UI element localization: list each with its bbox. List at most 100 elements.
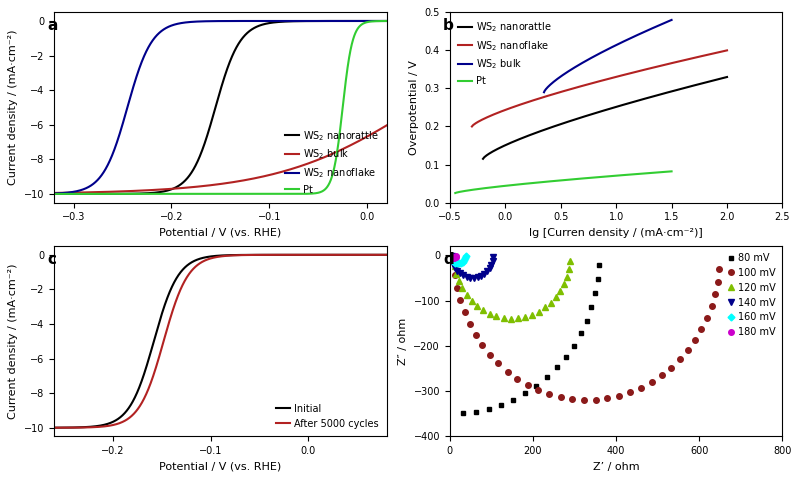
WS$_2$ nanorattle xyxy=(382,18,391,24)
WS$_2$ nanoflake xyxy=(722,48,732,53)
100 mV xyxy=(470,332,480,337)
100 mV xyxy=(602,396,612,401)
Initial xyxy=(382,252,391,258)
Pt xyxy=(648,170,658,176)
WS$_2$ nanorattle xyxy=(372,18,382,24)
100 mV xyxy=(450,272,460,278)
180 mV xyxy=(447,255,457,261)
Line: 140 mV: 140 mV xyxy=(449,253,496,281)
80 mV xyxy=(532,383,542,389)
Line: WS$_2$ nanoflake: WS$_2$ nanoflake xyxy=(472,50,727,126)
WS$_2$ bulk xyxy=(547,81,557,86)
Pt xyxy=(372,18,382,24)
120 mV xyxy=(454,278,464,284)
WS$_2$ nanoflake xyxy=(710,50,719,56)
Pt xyxy=(311,190,321,196)
120 mV xyxy=(449,255,458,261)
WS$_2$ nanorattle xyxy=(523,133,533,139)
100 mV xyxy=(713,278,722,284)
WS$_2$ nanorattle xyxy=(478,156,488,162)
Text: d: d xyxy=(443,252,454,267)
140 mV xyxy=(469,275,478,281)
After 5000 cycles xyxy=(382,252,391,258)
WS$_2$ nanorattle xyxy=(702,79,711,85)
180 mV xyxy=(446,254,456,260)
Initial xyxy=(311,252,321,258)
100 mV xyxy=(614,393,624,399)
Line: WS$_2$ nanorattle: WS$_2$ nanorattle xyxy=(483,77,727,159)
120 mV xyxy=(462,292,471,298)
Line: 180 mV: 180 mV xyxy=(447,252,458,261)
160 mV xyxy=(449,259,458,264)
140 mV xyxy=(473,275,482,280)
Text: a: a xyxy=(47,18,58,33)
100 mV xyxy=(494,360,503,366)
100 mV xyxy=(567,396,577,402)
100 mV xyxy=(626,389,635,395)
WS$_2$ nanorattle xyxy=(66,191,76,197)
Line: 80 mV: 80 mV xyxy=(460,263,602,416)
Y-axis label: Current density / (mA·cm⁻²): Current density / (mA·cm⁻²) xyxy=(8,30,18,185)
180 mV xyxy=(451,252,461,258)
100 mV xyxy=(710,291,720,297)
WS$_2$ bulk xyxy=(311,158,321,164)
180 mV xyxy=(451,253,461,259)
120 mV xyxy=(562,274,572,279)
120 mV xyxy=(458,286,467,291)
120 mV xyxy=(546,300,556,305)
WS$_2$ bulk xyxy=(66,190,76,195)
WS$_2$ nanoflake xyxy=(478,117,487,122)
140 mV xyxy=(453,268,462,274)
Text: b: b xyxy=(443,18,454,33)
Line: 100 mV: 100 mV xyxy=(451,260,722,403)
WS$_2$ nanoflake xyxy=(211,18,221,24)
Y-axis label: Current density / (mA·cm⁻²): Current density / (mA·cm⁻²) xyxy=(8,264,18,419)
Pt xyxy=(211,191,221,197)
Initial xyxy=(49,425,58,431)
120 mV xyxy=(566,258,575,264)
100 mV xyxy=(702,315,712,321)
160 mV xyxy=(459,257,469,263)
100 mV xyxy=(453,285,462,290)
Legend: WS$_2$ nanorattle, WS$_2$ nanoflake, WS$_2$ bulk, Pt: WS$_2$ nanorattle, WS$_2$ nanoflake, WS$… xyxy=(454,17,554,89)
100 mV xyxy=(683,347,693,353)
120 mV xyxy=(564,266,574,272)
160 mV xyxy=(450,260,460,265)
WS$_2$ nanoflake xyxy=(372,18,382,24)
80 mV xyxy=(590,290,600,296)
WS$_2$ bulk xyxy=(372,128,382,134)
WS$_2$ bulk xyxy=(544,83,554,89)
120 mV xyxy=(559,281,569,287)
WS$_2$ nanoflake xyxy=(482,114,492,120)
140 mV xyxy=(476,273,486,279)
120 mV xyxy=(521,314,530,320)
WS$_2$ bulk xyxy=(539,89,549,95)
Legend: WS$_2$ nanorattle, WS$_2$ bulk, WS$_2$ nanoflake, Pt: WS$_2$ nanorattle, WS$_2$ bulk, WS$_2$ n… xyxy=(282,126,382,198)
180 mV xyxy=(450,254,460,260)
WS$_2$ bulk xyxy=(372,128,382,134)
Line: Pt: Pt xyxy=(54,21,386,194)
After 5000 cycles xyxy=(49,425,58,431)
80 mV xyxy=(509,397,518,403)
140 mV xyxy=(450,265,460,271)
WS$_2$ bulk xyxy=(656,22,666,27)
120 mV xyxy=(514,315,523,321)
120 mV xyxy=(506,316,516,322)
Line: Pt: Pt xyxy=(455,171,671,193)
140 mV xyxy=(479,271,489,277)
160 mV xyxy=(452,260,462,266)
80 mV xyxy=(484,406,494,412)
Line: 160 mV: 160 mV xyxy=(448,253,468,266)
80 mV xyxy=(576,330,586,336)
140 mV xyxy=(447,253,457,259)
Pt xyxy=(382,18,391,24)
X-axis label: Potential / V (vs. RHE): Potential / V (vs. RHE) xyxy=(159,228,282,238)
Line: WS$_2$ nanorattle: WS$_2$ nanorattle xyxy=(54,21,386,194)
100 mV xyxy=(534,387,543,393)
Line: WS$_2$ bulk: WS$_2$ bulk xyxy=(54,125,386,193)
100 mV xyxy=(591,397,601,403)
WS$_2$ nanoflake xyxy=(202,18,212,24)
WS$_2$ nanorattle xyxy=(488,149,498,155)
WS$_2$ bulk xyxy=(660,20,670,25)
120 mV xyxy=(472,303,482,309)
